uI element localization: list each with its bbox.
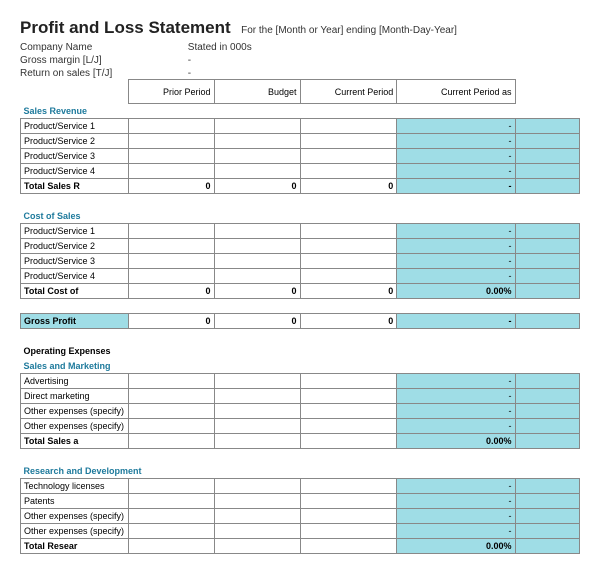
table-row: Other expenses (specify)- [21,524,580,539]
table-row: Advertising- [21,374,580,389]
column-headers: Prior Period Budget Current Period Curre… [21,80,580,104]
cost-total-row: Total Cost of 0 0 0 0.00% [21,284,580,299]
table-row: Product/Service 1- [21,224,580,239]
opex-title: Operating Expenses [21,344,580,359]
return-row: Return on sales [T/J] - [20,68,580,79]
table-row: Direct marketing- [21,389,580,404]
gross-margin-label: Gross margin [L/J] [20,55,185,66]
gross-margin-row: Gross margin [L/J] - [20,55,580,66]
table-row: Patents- [21,494,580,509]
company-value: Stated in 000s [188,42,252,53]
rd-title: Research and Development [21,464,580,479]
table-row: Product/Service 4- [21,269,580,284]
table-row: Other expenses (specify)- [21,509,580,524]
sales-total-row: Total Sales R 0 0 0 - [21,179,580,194]
sm-total-row: Total Sales a 0.00% [21,434,580,449]
table-row: Product/Service 3- [21,149,580,164]
col-current: Current Period [300,80,397,104]
col-budget: Budget [214,80,300,104]
return-label: Return on sales [T/J] [20,68,185,79]
sm-title: Sales and Marketing [21,359,580,374]
rd-total-row: Total Resear 0.00% [21,539,580,554]
gross-margin-value: - [188,55,191,66]
table-row: Technology licenses- [21,479,580,494]
company-row: Company Name Stated in 000s [20,42,580,53]
pl-table: Prior Period Budget Current Period Curre… [20,79,580,554]
company-label: Company Name [20,42,185,53]
table-row: Product/Service 2- [21,239,580,254]
title-text: Profit and Loss Statement [20,18,231,38]
table-row: Product/Service 2- [21,134,580,149]
sales-title: Sales Revenue [21,104,580,119]
table-row: Other expenses (specify)- [21,419,580,434]
col-prior: Prior Period [128,80,214,104]
table-row: Product/Service 4- [21,164,580,179]
page-title: Profit and Loss Statement For the [Month… [20,18,580,40]
col-pct: Current Period as [397,80,515,104]
return-value: - [188,68,191,79]
table-row: Product/Service 1- [21,119,580,134]
table-row: Other expenses (specify)- [21,404,580,419]
gross-profit-row: Gross Profit 0 0 0 - [21,314,580,329]
table-row: Product/Service 3- [21,254,580,269]
subtitle-text: For the [Month or Year] ending [Month-Da… [241,25,457,36]
cost-title: Cost of Sales [21,209,580,224]
